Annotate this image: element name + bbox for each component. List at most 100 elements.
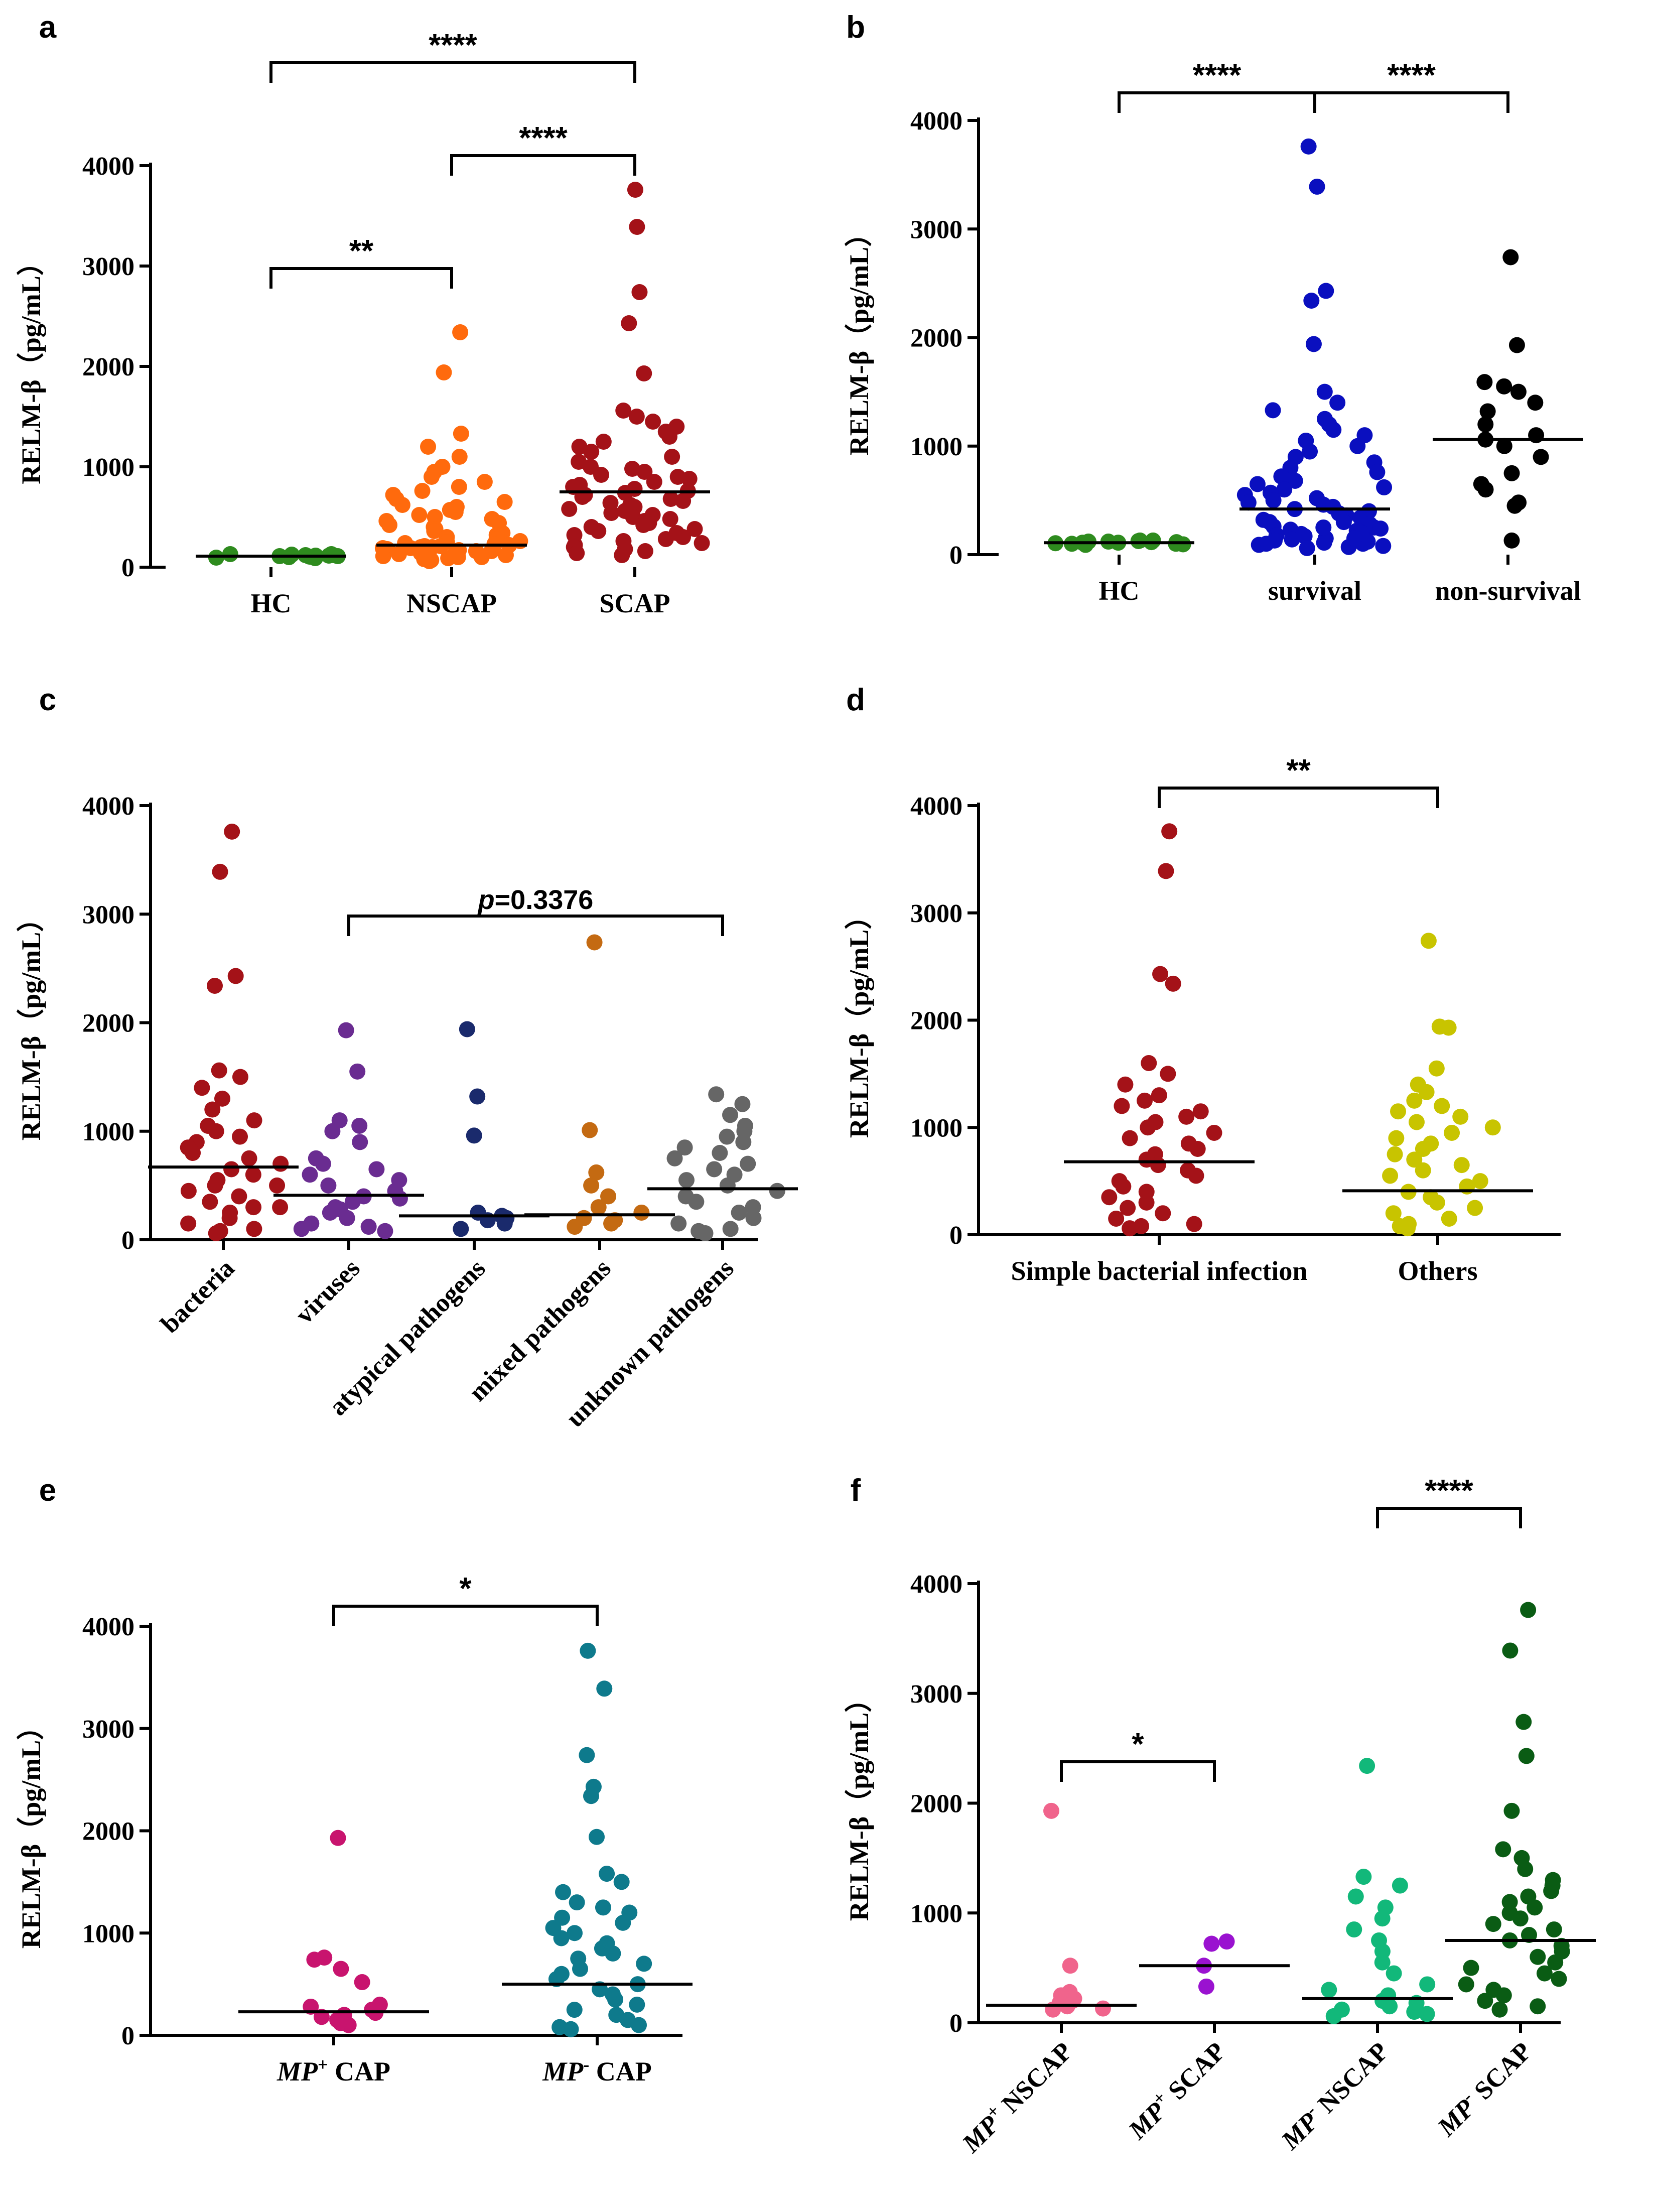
data-point <box>588 1164 605 1181</box>
data-point <box>1240 494 1257 511</box>
data-point <box>615 1914 631 1931</box>
group-hc <box>196 546 346 566</box>
data-point <box>646 474 662 490</box>
y-tick-label: 2000 <box>82 1817 134 1846</box>
data-point <box>418 547 435 563</box>
y-tick-label: 4000 <box>910 792 962 821</box>
y-tick-label: 4000 <box>82 152 134 181</box>
data-point <box>586 934 603 951</box>
significance-label: **** <box>1425 1474 1473 1508</box>
significance-label: **** <box>519 121 568 156</box>
data-point <box>374 540 391 556</box>
data-point <box>599 1866 615 1882</box>
data-point <box>1284 531 1300 548</box>
data-point <box>686 521 703 537</box>
data-point <box>1189 1141 1206 1157</box>
y-tick-label: 0 <box>949 1221 962 1250</box>
group-hc <box>1044 532 1194 553</box>
data-point <box>414 483 431 499</box>
y-tick-label: 4000 <box>82 792 134 821</box>
data-point <box>1420 933 1437 949</box>
data-point <box>1441 1210 1457 1227</box>
data-point <box>1158 863 1174 879</box>
data-point <box>1387 1146 1403 1162</box>
data-point <box>583 1177 600 1194</box>
data-point <box>628 409 645 425</box>
data-point <box>368 1161 385 1178</box>
data-point <box>1491 2001 1508 2018</box>
x-category-label: HC <box>1099 576 1140 606</box>
group-atypical-pathogens <box>399 1021 549 1237</box>
data-point <box>1406 1092 1423 1109</box>
data-point <box>1120 1200 1136 1216</box>
category-sup: - <box>583 2054 589 2074</box>
data-point <box>712 1145 728 1161</box>
y-tick-label: 3000 <box>82 1715 134 1744</box>
bracket-line <box>269 267 453 289</box>
data-point <box>1520 1602 1537 1618</box>
data-point <box>204 1101 221 1118</box>
significance-label: **** <box>1193 58 1242 93</box>
bracket-line <box>332 1605 599 1626</box>
bracket-line <box>450 154 636 176</box>
data-point <box>629 1996 645 2013</box>
data-point <box>377 1223 393 1239</box>
data-point <box>322 1204 338 1221</box>
data-point <box>272 1199 289 1216</box>
data-point <box>302 1166 318 1183</box>
data-point <box>1151 1087 1167 1104</box>
data-point <box>202 1194 218 1210</box>
data-point <box>344 1194 361 1210</box>
panel-letter: a <box>39 10 57 45</box>
data-point <box>447 504 464 520</box>
data-point <box>1303 292 1320 309</box>
data-point <box>180 1215 197 1232</box>
data-point <box>1386 1965 1402 1982</box>
group-mp-nscap <box>986 1802 1137 2018</box>
data-point <box>1477 416 1494 433</box>
data-point <box>1043 1802 1060 1819</box>
significance-bracket: **** <box>269 28 636 83</box>
group-mp-scap <box>1139 1933 1290 1995</box>
data-point <box>666 1150 683 1166</box>
data-point <box>1508 337 1525 353</box>
y-tick-label: 3000 <box>910 1680 962 1709</box>
data-point <box>583 444 600 460</box>
data-point <box>1546 1921 1562 1938</box>
data-point <box>1137 1092 1153 1109</box>
data-point <box>391 1190 408 1207</box>
data-point <box>615 403 632 419</box>
bracket-line <box>1376 1507 1522 1528</box>
panel-letter: d <box>846 683 865 717</box>
data-point <box>734 1096 751 1112</box>
data-point <box>1510 383 1527 400</box>
data-point <box>381 517 397 533</box>
data-point <box>688 1194 705 1210</box>
data-point <box>627 182 643 198</box>
data-point <box>1346 1921 1362 1938</box>
data-point <box>496 494 513 510</box>
data-point <box>315 1155 331 1172</box>
group-scap <box>560 182 710 563</box>
data-point <box>613 1874 630 1890</box>
data-point <box>605 1945 621 1962</box>
data-point <box>583 1788 599 1804</box>
data-point <box>224 823 240 840</box>
y-axis-label: RELM-β（pg/mL） <box>844 1685 874 1921</box>
data-point <box>1502 249 1519 266</box>
data-point <box>394 497 410 513</box>
data-point <box>722 1221 739 1237</box>
significance-bracket: **** <box>450 121 636 176</box>
data-point <box>1265 492 1282 508</box>
data-point <box>1346 530 1362 547</box>
data-point <box>1287 472 1303 489</box>
data-point <box>1325 2008 1342 2024</box>
data-point <box>1155 1205 1171 1222</box>
significance-label: * <box>459 1572 472 1606</box>
data-point <box>1527 395 1544 411</box>
data-point <box>1476 374 1493 391</box>
data-point <box>1296 528 1313 545</box>
data-point <box>1273 468 1290 485</box>
data-point <box>1408 1114 1425 1130</box>
